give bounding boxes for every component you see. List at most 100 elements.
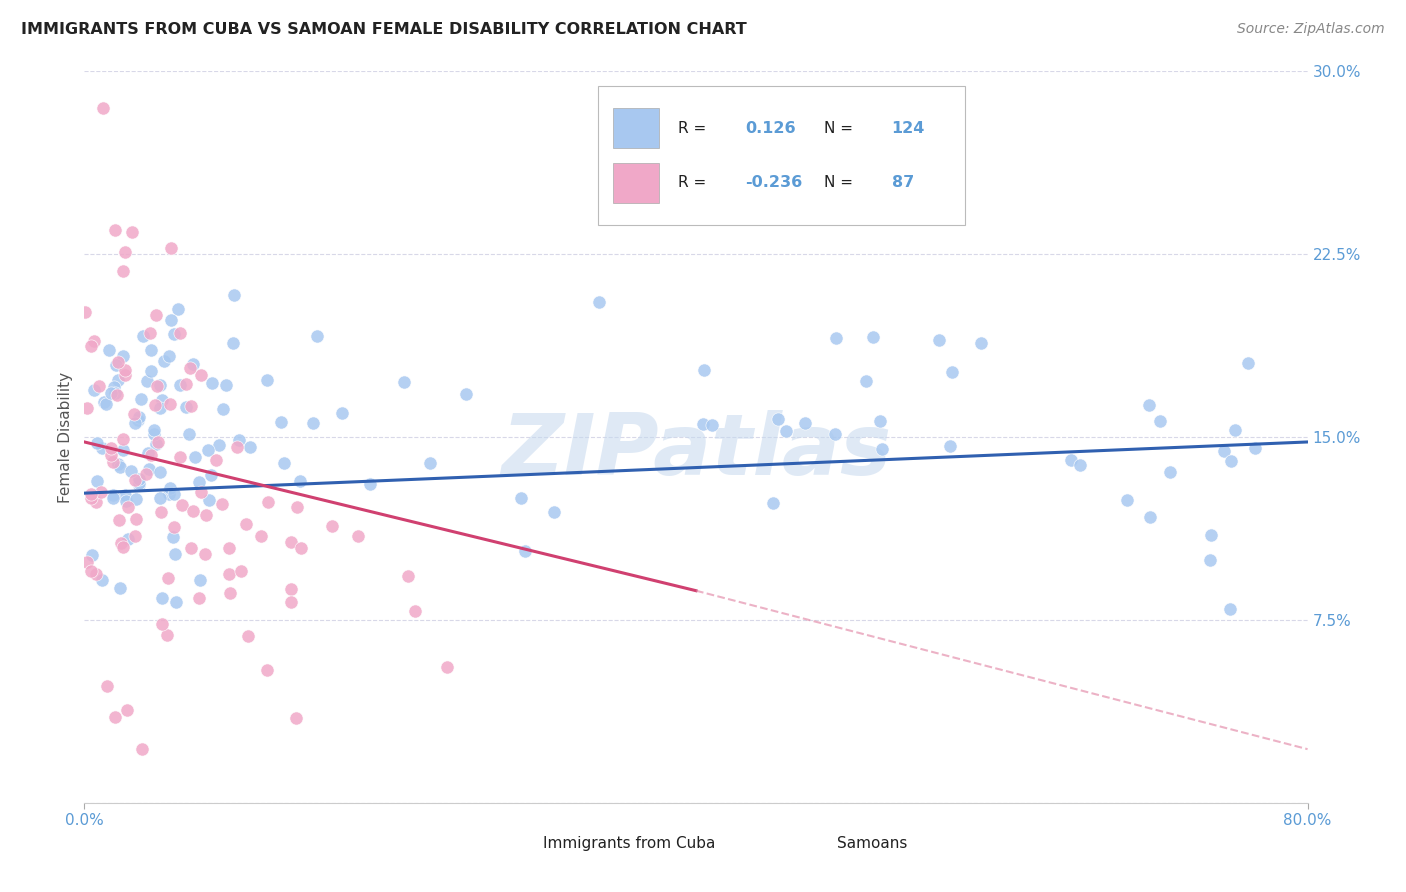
- Point: [855, 375, 877, 389]
- Point: [90, 574, 112, 588]
- Point: [1116, 492, 1139, 507]
- Point: [280, 582, 302, 597]
- Point: [321, 518, 343, 533]
- Point: [80, 548, 103, 562]
- Point: [84, 495, 107, 509]
- Point: [160, 312, 183, 326]
- Point: [101, 455, 124, 469]
- Point: [305, 329, 328, 343]
- Point: [156, 628, 179, 642]
- Point: [150, 393, 173, 408]
- Point: [862, 330, 884, 344]
- Point: [145, 437, 167, 451]
- Point: [870, 442, 893, 457]
- Point: [127, 412, 149, 426]
- Point: [197, 493, 219, 508]
- Point: [100, 442, 122, 456]
- Point: [149, 401, 172, 416]
- Point: [146, 379, 169, 393]
- Point: [112, 433, 135, 447]
- Point: [91, 101, 114, 115]
- Point: [112, 540, 135, 554]
- Point: [1243, 441, 1265, 455]
- Point: [84, 566, 107, 581]
- Point: [187, 591, 209, 605]
- Point: [125, 492, 148, 507]
- Point: [280, 595, 302, 609]
- Bar: [782, 836, 824, 852]
- Point: [218, 586, 240, 600]
- Point: [190, 484, 212, 499]
- FancyBboxPatch shape: [598, 86, 965, 225]
- Point: [159, 481, 181, 495]
- Point: [107, 373, 129, 387]
- Point: [218, 566, 240, 581]
- Point: [1225, 423, 1247, 437]
- Point: [114, 362, 136, 376]
- Point: [166, 302, 188, 317]
- Point: [1199, 528, 1222, 542]
- Point: [80, 338, 103, 352]
- Point: [250, 529, 273, 543]
- Point: [436, 660, 458, 674]
- Point: [179, 361, 201, 376]
- Text: -0.236: -0.236: [745, 176, 803, 190]
- Point: [290, 541, 312, 556]
- Point: [183, 357, 205, 371]
- Point: [103, 380, 125, 394]
- Point: [80, 486, 103, 500]
- Point: [404, 604, 426, 618]
- Point: [94, 397, 117, 411]
- Point: [513, 544, 536, 558]
- Point: [396, 568, 419, 582]
- Point: [162, 530, 184, 544]
- Point: [100, 385, 122, 400]
- Point: [231, 564, 253, 578]
- Point: [869, 414, 891, 428]
- Point: [939, 439, 962, 453]
- Point: [346, 528, 368, 542]
- Point: [89, 378, 111, 392]
- Point: [138, 446, 160, 460]
- Text: IMMIGRANTS FROM CUBA VS SAMOAN FEMALE DISABILITY CORRELATION CHART: IMMIGRANTS FROM CUBA VS SAMOAN FEMALE DI…: [21, 22, 747, 37]
- Point: [125, 512, 148, 526]
- Point: [122, 407, 145, 421]
- Point: [157, 487, 180, 501]
- Text: N =: N =: [824, 176, 853, 190]
- Point: [96, 679, 118, 693]
- Bar: [613, 108, 659, 148]
- Point: [270, 415, 292, 429]
- Point: [928, 334, 950, 348]
- Point: [588, 295, 610, 310]
- Point: [330, 406, 353, 420]
- Point: [103, 488, 125, 502]
- Text: R =: R =: [678, 120, 706, 136]
- Point: [128, 472, 150, 486]
- Point: [115, 703, 138, 717]
- Point: [1137, 398, 1160, 412]
- Point: [188, 573, 211, 587]
- Point: [941, 365, 963, 379]
- Text: ZIPatlas: ZIPatlas: [501, 410, 891, 493]
- Point: [188, 475, 211, 489]
- Point: [76, 401, 98, 416]
- Point: [1159, 465, 1181, 479]
- Point: [80, 491, 103, 505]
- Point: [142, 423, 165, 437]
- Point: [149, 505, 172, 519]
- Text: N =: N =: [824, 120, 853, 136]
- Text: Samoans: Samoans: [837, 836, 907, 851]
- Point: [1236, 356, 1258, 370]
- Point: [543, 505, 565, 519]
- Point: [104, 358, 127, 372]
- Point: [83, 334, 105, 348]
- Y-axis label: Female Disability: Female Disability: [58, 371, 73, 503]
- Point: [177, 427, 200, 442]
- Point: [108, 459, 131, 474]
- Point: [257, 494, 280, 508]
- Point: [1219, 454, 1241, 468]
- Point: [824, 331, 846, 345]
- Point: [766, 411, 789, 425]
- Point: [285, 500, 308, 514]
- Point: [212, 401, 235, 416]
